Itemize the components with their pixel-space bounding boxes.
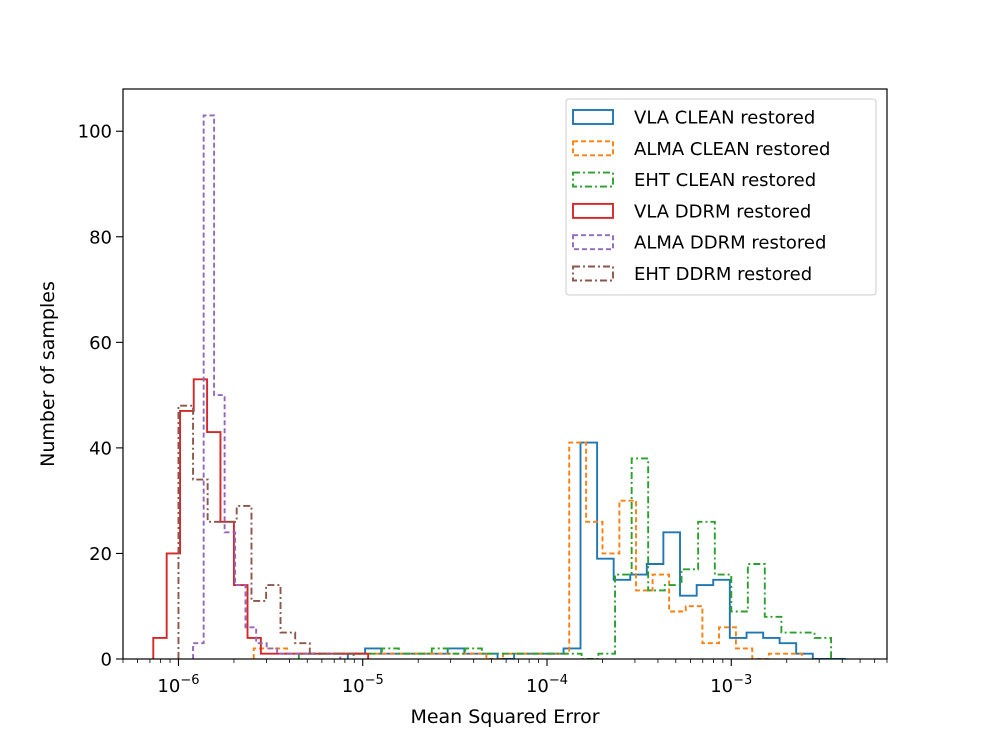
legend: VLA CLEAN restored ALMA CLEAN restored EHT… <box>565 98 877 296</box>
y-tick-label: 60 <box>89 333 112 354</box>
y-tick-label: 20 <box>89 544 112 565</box>
plot-frame <box>122 88 888 660</box>
y-tick-label: 40 <box>89 438 112 459</box>
x-tick-label: 10−5 <box>342 673 384 697</box>
legend-swatch <box>572 202 614 219</box>
legend-label: EHT CLEAN restored <box>634 170 816 191</box>
x-axis: 10−6 10−5 10−4 10−3 <box>122 659 888 697</box>
y-tick-label: 0 <box>101 650 112 671</box>
legend-swatch <box>572 171 614 188</box>
series-alma-ddrm-restored <box>192 114 342 659</box>
x-tick-label: 10−3 <box>710 673 752 697</box>
y-tick-label: 100 <box>78 122 112 143</box>
legend-swatch <box>572 109 614 125</box>
legend-frame <box>565 98 877 296</box>
series-eht-ddrm-restored <box>177 404 355 659</box>
x-axis-label: Mean Squared Error <box>410 706 599 728</box>
x-tick-label: 10−6 <box>157 673 199 697</box>
legend-swatch <box>572 140 614 157</box>
legend-label: ALMA CLEAN restored <box>634 139 830 160</box>
y-axis: 0 20 40 60 80 100 <box>78 122 123 671</box>
legend-label: VLA DDRM restored <box>634 201 811 222</box>
y-axis-label: Number of samples <box>37 281 59 467</box>
series-alma-clean-restored <box>252 441 803 659</box>
legend-swatch <box>572 265 614 282</box>
x-tick-label: 10−4 <box>526 673 568 697</box>
series-vla-clean-restored <box>346 441 847 659</box>
series-vla-ddrm-restored <box>152 378 370 659</box>
legend-label: VLA CLEAN restored <box>634 108 815 129</box>
legend-swatch <box>572 234 614 251</box>
series-eht-clean-restored <box>297 457 833 659</box>
legend-label: ALMA DDRM restored <box>634 233 826 254</box>
legend-label: EHT DDRM restored <box>634 264 812 285</box>
y-tick-label: 80 <box>89 227 112 248</box>
